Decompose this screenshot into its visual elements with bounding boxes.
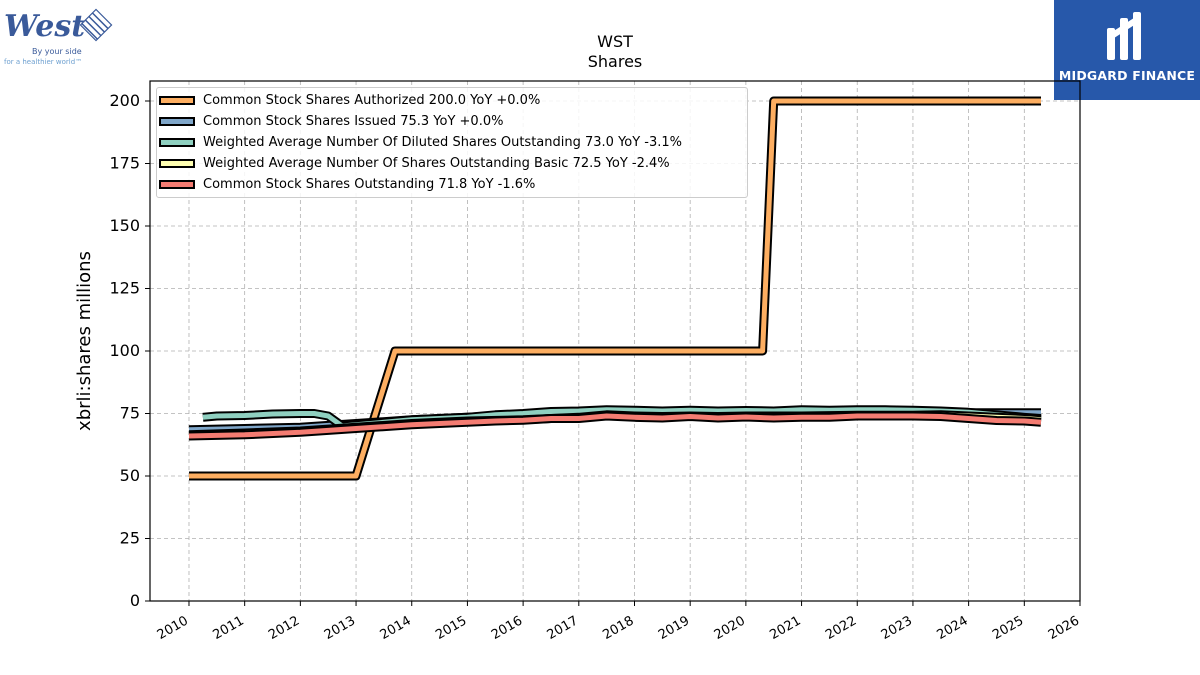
y-tick-label: 0 [130, 591, 140, 610]
legend-swatch [159, 96, 195, 105]
chart-title: WST [597, 32, 633, 51]
legend-label: Weighted Average Number Of Shares Outsta… [203, 156, 670, 171]
axes-frame [149, 80, 1081, 602]
series-line-3 [202, 407, 1042, 429]
x-tick-label: 2023 [879, 613, 915, 643]
x-tick-label: 2017 [545, 613, 581, 643]
x-tick-label: 2010 [155, 613, 191, 643]
y-tick-label: 100 [109, 341, 140, 360]
west-logo-tagline: By your side [32, 47, 82, 56]
x-tick-label: 2021 [767, 613, 803, 643]
west-logo-diamond-icon [79, 8, 113, 42]
legend-swatch [159, 159, 195, 168]
x-tick-label: 2025 [990, 613, 1026, 643]
x-tick-label: 2026 [1046, 613, 1082, 643]
west-logo: West By your side for a healthier world™ [4, 8, 113, 66]
legend-label: Common Stock Shares Issued 75.3 YoY +0.0… [203, 114, 504, 129]
y-tick-label: 75 [120, 404, 140, 423]
x-tick-label: 2012 [266, 613, 302, 643]
midgard-finance-logo: MIDGARD FINANCE [1054, 0, 1200, 100]
x-tick-label: 2024 [934, 613, 970, 643]
x-tick-label: 2011 [211, 613, 247, 643]
x-tick-label: 2016 [489, 613, 525, 643]
legend-item: Common Stock Shares Authorized 200.0 YoY… [159, 92, 540, 109]
x-tick-label: 2014 [378, 613, 414, 643]
x-tick-label: 2013 [322, 613, 358, 643]
y-tick-label: 125 [109, 279, 140, 298]
legend-label: Common Stock Shares Authorized 200.0 YoY… [203, 93, 541, 108]
series-line-5 [188, 413, 1042, 439]
y-tick-label: 200 [109, 91, 140, 110]
y-tick-label: 25 [120, 529, 140, 548]
y-axis-label: xbrli:shares millions [74, 251, 95, 431]
legend-swatch [159, 117, 195, 126]
midgard-m-icon [1107, 12, 1141, 60]
x-tick-label: 2022 [823, 613, 859, 643]
x-tick-label: 2020 [712, 613, 748, 643]
x-tick-label: 2015 [433, 613, 469, 643]
chart-legend: Common Stock Shares Authorized 200.0 YoY… [156, 87, 748, 198]
legend-label: Common Stock Shares Outstanding 71.8 YoY… [203, 177, 536, 192]
series-lines [188, 96, 1042, 481]
midgard-finance-wordmark: MIDGARD FINANCE [1058, 68, 1196, 83]
legend-label: Weighted Average Number Of Diluted Share… [203, 135, 683, 150]
legend-swatch [159, 138, 195, 147]
west-logo-wordmark: West [4, 9, 85, 44]
legend-item: Common Stock Shares Outstanding 71.8 YoY… [159, 176, 535, 193]
series-line-1 [189, 98, 1041, 479]
y-tick-label: 50 [120, 466, 140, 485]
x-tick-label: 2019 [656, 613, 692, 643]
y-tick-label: 150 [109, 216, 140, 235]
chart-subtitle: Shares [587, 52, 643, 71]
legend-item: Weighted Average Number Of Shares Outsta… [159, 155, 670, 172]
x-tick-label: 2018 [600, 613, 636, 643]
legend-item: Weighted Average Number Of Diluted Share… [159, 134, 682, 151]
legend-item: Common Stock Shares Issued 75.3 YoY +0.0… [159, 113, 503, 130]
west-logo-tagline-2: for a healthier world™ [4, 58, 82, 66]
legend-swatch [159, 180, 195, 189]
y-tick-label: 175 [109, 154, 140, 173]
